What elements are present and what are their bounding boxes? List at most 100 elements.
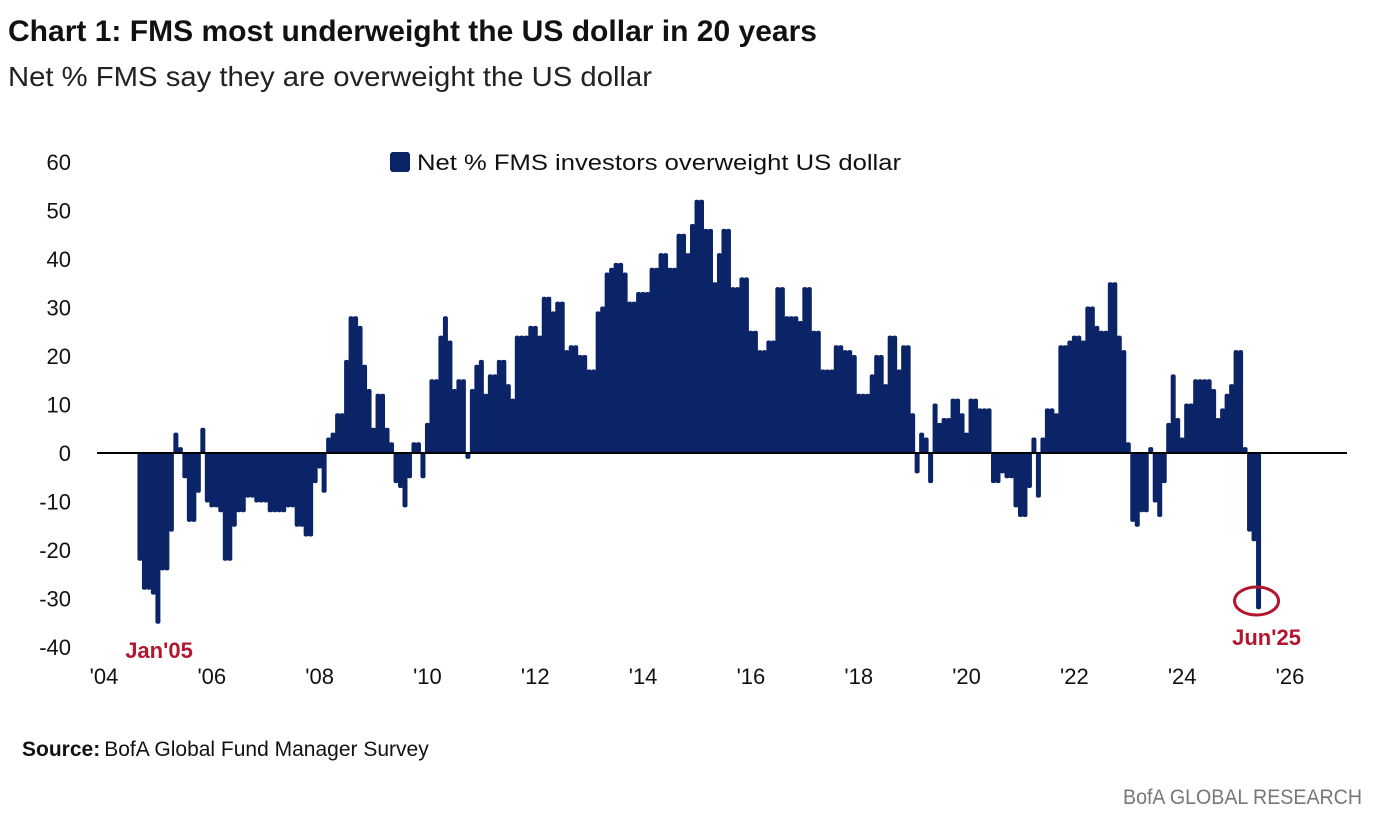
bar xyxy=(195,452,201,493)
bar xyxy=(451,388,457,454)
source-label: Source: xyxy=(22,738,100,761)
bar xyxy=(1229,384,1235,454)
bar xyxy=(519,335,525,454)
bar xyxy=(218,452,224,513)
bar xyxy=(986,408,992,454)
bar xyxy=(303,452,309,537)
bar xyxy=(568,345,574,454)
bar xyxy=(1157,452,1163,518)
bar xyxy=(1107,282,1113,454)
bar xyxy=(982,408,988,454)
bar xyxy=(613,262,619,454)
bar xyxy=(213,452,219,508)
bar xyxy=(150,452,156,595)
bar xyxy=(1220,408,1226,454)
bar xyxy=(371,427,377,454)
annotations: Jan'05 Jun'25 xyxy=(125,585,1301,663)
bar xyxy=(415,442,421,454)
bar xyxy=(703,228,709,454)
bar xyxy=(523,335,529,454)
bar xyxy=(501,359,507,454)
x-tick-label: '04 xyxy=(90,664,119,689)
highlight-circle xyxy=(1233,585,1281,617)
bar xyxy=(1089,306,1095,454)
bar xyxy=(487,374,493,454)
bar xyxy=(838,345,844,454)
x-tick-label: '24 xyxy=(1168,664,1197,689)
bar xyxy=(263,452,269,503)
bar xyxy=(725,228,731,454)
bar xyxy=(546,296,552,454)
bar xyxy=(582,355,588,454)
legend-label: Net % FMS investors overweight US dollar xyxy=(417,150,901,175)
bar xyxy=(1026,452,1032,488)
bar xyxy=(1251,452,1257,542)
bar xyxy=(1152,452,1158,503)
bar xyxy=(1071,335,1077,454)
footer-brand: BofA GLOBAL RESEARCH xyxy=(1123,786,1362,809)
bar xyxy=(887,335,893,454)
bar xyxy=(173,432,179,454)
bar xyxy=(1170,374,1176,454)
bar xyxy=(1058,345,1064,454)
bar xyxy=(739,277,745,454)
bar xyxy=(586,369,592,454)
bar xyxy=(600,306,606,454)
bar xyxy=(995,452,1001,484)
bar xyxy=(514,335,520,454)
x-tick-label: '16 xyxy=(737,664,766,689)
bar xyxy=(411,442,417,454)
bar xyxy=(734,287,740,454)
bar xyxy=(1022,452,1028,518)
bar xyxy=(1031,437,1037,454)
bar xyxy=(1215,418,1221,454)
bar xyxy=(964,432,970,454)
bar xyxy=(164,452,170,571)
bar xyxy=(1080,340,1086,454)
bar xyxy=(1098,330,1104,454)
bar xyxy=(429,379,435,454)
bar xyxy=(1121,350,1127,454)
bar xyxy=(290,452,296,508)
bar xyxy=(761,350,767,454)
bar xyxy=(555,301,561,454)
bar xyxy=(1224,393,1230,454)
bar xyxy=(474,364,480,454)
bars xyxy=(137,199,1262,624)
bar xyxy=(645,291,651,454)
bar xyxy=(159,452,165,571)
bar xyxy=(577,355,583,454)
bar xyxy=(1112,282,1118,454)
bar xyxy=(797,321,803,454)
bar xyxy=(1143,452,1149,513)
y-tick-label: 40 xyxy=(47,247,71,272)
bar xyxy=(1197,379,1203,454)
y-tick-label: 10 xyxy=(47,393,71,418)
y-tick-label: -20 xyxy=(39,538,71,563)
bar xyxy=(896,369,902,454)
bar xyxy=(492,374,498,454)
bar xyxy=(1256,452,1262,610)
bar xyxy=(483,393,489,454)
bar xyxy=(299,452,305,527)
bar xyxy=(204,452,210,503)
bar xyxy=(1067,340,1073,454)
bar xyxy=(919,432,925,454)
bar xyxy=(793,316,799,454)
x-tick-label: '14 xyxy=(629,664,658,689)
bar xyxy=(510,398,516,454)
bar xyxy=(438,335,444,454)
y-tick-label: 30 xyxy=(47,296,71,321)
bar xyxy=(406,452,412,479)
bar xyxy=(1044,408,1050,454)
x-tick-label: '08 xyxy=(305,664,334,689)
bar xyxy=(317,452,323,469)
bar xyxy=(892,335,898,454)
bar xyxy=(380,393,386,454)
bar xyxy=(1004,452,1010,479)
annotation-jan05: Jan'05 xyxy=(125,638,193,663)
bar xyxy=(928,452,934,484)
annotation-jun25: Jun'25 xyxy=(1232,625,1301,650)
x-tick-label: '06 xyxy=(197,664,226,689)
bar xyxy=(469,388,475,454)
